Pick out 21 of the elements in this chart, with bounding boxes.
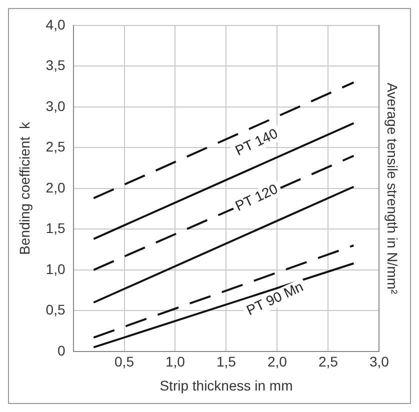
y-tick-label: 2,0 [46, 179, 66, 196]
y-tick-label: 3,0 [46, 98, 66, 114]
annotation: PT 120 [232, 180, 280, 214]
annotation: PT 140 [232, 124, 280, 158]
y-tick-label: 0 [57, 342, 66, 358]
annotation: PT 90 Mn [244, 278, 306, 318]
y-tick-label: 2,5 [46, 138, 66, 155]
y-tick-label: 1,0 [46, 260, 66, 277]
y-axis-title: Bending coefficient k [16, 120, 32, 255]
x-tick-label: 1,0 [166, 354, 186, 370]
y-tick-label: 1,5 [46, 220, 66, 236]
y-tick-label: 0,5 [46, 302, 66, 318]
x-tick-label: 0,5 [114, 354, 134, 370]
x-tick-label: 1,5 [216, 354, 236, 370]
x-tick-label: 2,0 [267, 354, 288, 370]
x-tick-label: 3,0 [369, 354, 390, 370]
y-tick-label: 4,0 [46, 16, 66, 32]
y-tick-label: 3,5 [46, 57, 66, 74]
y2-axis-title: Average tensile strength in N/mm² [384, 82, 401, 294]
x-tick-label: 2,5 [318, 354, 338, 370]
x-axis-title: Strip thickness in mm [160, 377, 293, 394]
